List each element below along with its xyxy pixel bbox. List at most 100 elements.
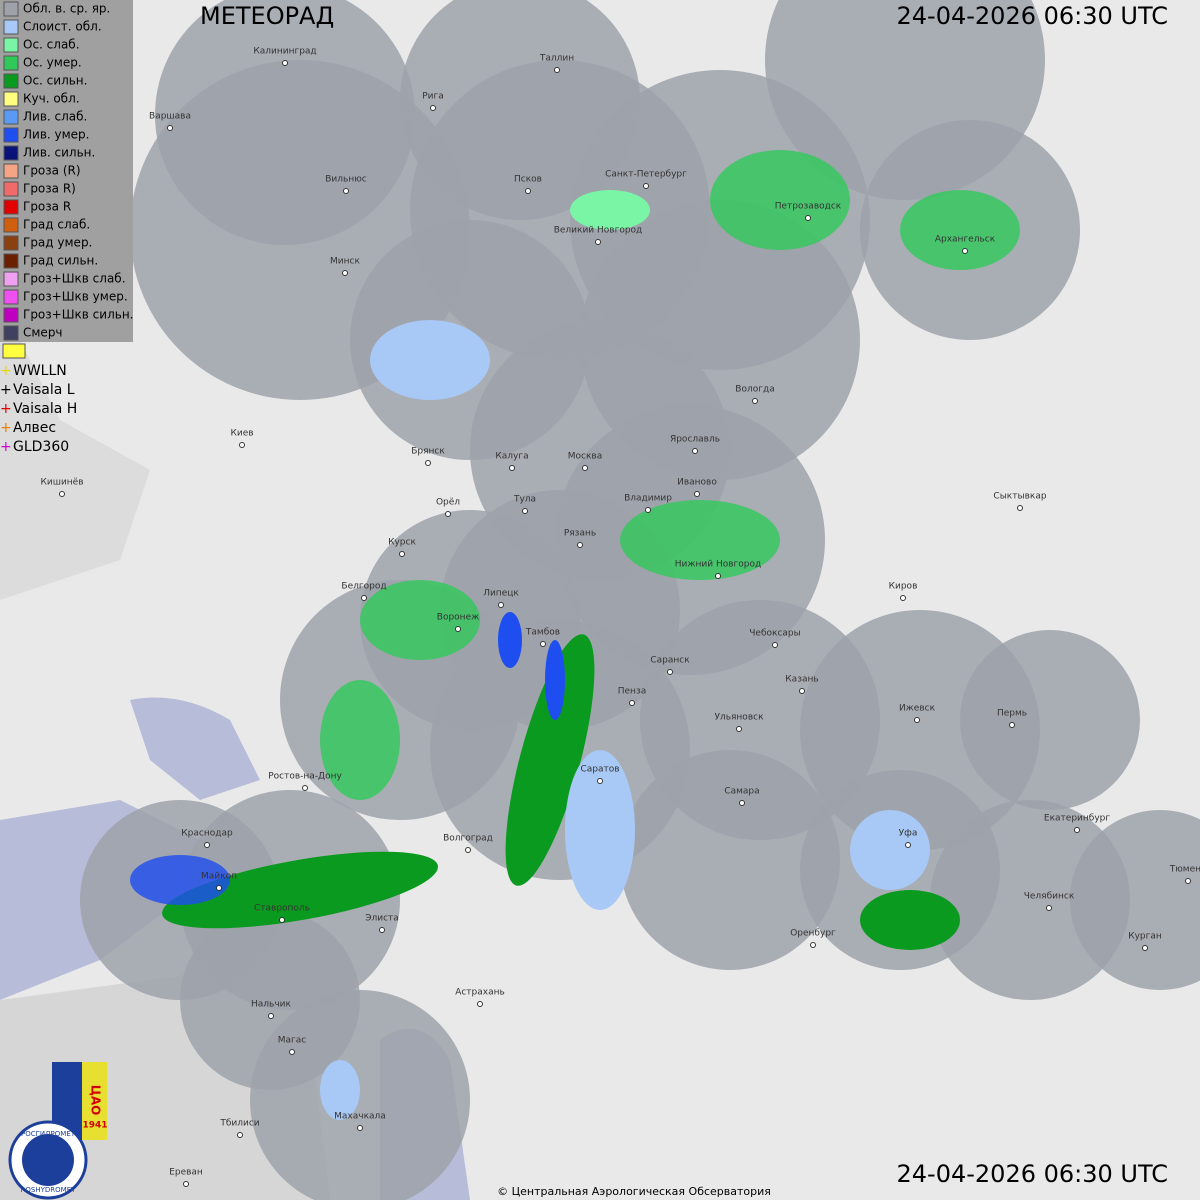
- city-name: Нижний Новгород: [675, 560, 761, 570]
- city-dot: [302, 785, 308, 791]
- city-name: Таллин: [539, 54, 574, 64]
- legend-swatch: [3, 181, 19, 197]
- city-name: Киев: [230, 429, 253, 439]
- legend-swatch: [3, 235, 19, 251]
- legend-label: Ос. сильн.: [23, 74, 87, 88]
- city-dot: [643, 183, 649, 189]
- logo-circle: [22, 1134, 74, 1186]
- logo-flag: [82, 1062, 107, 1140]
- city-dot: [772, 642, 778, 648]
- city-dot: [465, 847, 471, 853]
- city-dot: [900, 595, 906, 601]
- city-name: Пенза: [618, 687, 647, 697]
- city-name: Иваново: [677, 478, 717, 488]
- city-dot: [715, 573, 721, 579]
- city-name: Владимир: [624, 494, 672, 504]
- city-dot: [1185, 878, 1191, 884]
- city-dot: [509, 465, 515, 471]
- lightning-marker: +: [0, 382, 12, 398]
- radar-coverage: [80, 0, 1200, 1204]
- city-dot: [477, 1001, 483, 1007]
- city-name: Архангельск: [935, 235, 996, 245]
- city-dot: [629, 700, 635, 706]
- city-name: Магас: [278, 1036, 307, 1046]
- city-name: Курск: [388, 538, 416, 548]
- city-dot: [204, 842, 210, 848]
- legend-swatch: [3, 253, 19, 269]
- city-dot: [799, 688, 805, 694]
- legend-swatch: [3, 1, 19, 17]
- legend-label: Обл. в. ср. яр.: [23, 2, 110, 16]
- city-dot: [282, 60, 288, 66]
- legend-label: Гроз+Шкв умер.: [23, 290, 128, 304]
- copyright: © Центральная Аэрологическая Обсерватори…: [497, 1185, 771, 1198]
- city-name: Чебоксары: [749, 629, 800, 639]
- city-dot: [183, 1181, 189, 1187]
- city-dot: [343, 188, 349, 194]
- city-dot: [914, 717, 920, 723]
- logo-org-ru: РОСГИДРОМЕТ: [21, 1130, 76, 1138]
- legend-label: Гроза (R): [23, 164, 81, 178]
- city-dot: [805, 215, 811, 221]
- city-dot: [498, 602, 504, 608]
- city-dot: [237, 1132, 243, 1138]
- legend-label: Гроз+Шкв слаб.: [23, 272, 126, 286]
- legend-label: Лив. слаб.: [23, 110, 87, 124]
- city-name: Челябинск: [1024, 892, 1075, 902]
- city-name: Тюмень: [1169, 865, 1200, 875]
- city-dot: [597, 778, 603, 784]
- city-name: Самара: [724, 787, 759, 797]
- city-name: Вильнюс: [325, 175, 367, 185]
- city-dot: [1017, 505, 1023, 511]
- city-dot: [1009, 722, 1015, 728]
- city-name: Уфа: [899, 829, 918, 839]
- city-dot: [595, 239, 601, 245]
- city-dot: [810, 942, 816, 948]
- city-name: Ставрополь: [254, 904, 310, 914]
- city-dot: [279, 917, 285, 923]
- legend-swatch: [3, 19, 19, 35]
- city-labels: Калининград Таллин Рига Варшава Вильнюс Псков…: [40, 47, 1200, 1187]
- legend-label: Лив. умер.: [23, 128, 90, 142]
- legend-swatch: [3, 163, 19, 179]
- city-name: Санкт-Петербург: [605, 170, 687, 180]
- city-name: Рига: [422, 92, 444, 102]
- legend-label: Град сильн.: [23, 254, 98, 268]
- city-name: Минск: [330, 257, 360, 267]
- legend-label: Град слаб.: [23, 218, 90, 232]
- legend-label: Смерч: [23, 326, 63, 340]
- city-dot: [379, 927, 385, 933]
- lightning-marker: +: [0, 420, 12, 436]
- city-name: Саратов: [580, 765, 619, 775]
- legend-swatch: [3, 325, 19, 341]
- city-name: Киров: [889, 582, 918, 592]
- legend-swatch: [3, 37, 19, 53]
- lightning-label: WWLLN: [13, 363, 67, 379]
- city-name: Волгоград: [443, 834, 493, 844]
- legend-swatch: [3, 73, 19, 89]
- city-name: Ижевск: [899, 704, 936, 714]
- city-dot: [1142, 945, 1148, 951]
- logo-cao: ЦАО: [89, 1085, 103, 1116]
- city-name: Нальчик: [251, 1000, 292, 1010]
- city-name: Казань: [785, 675, 818, 685]
- city-name: Ростов-на-Дону: [268, 772, 342, 782]
- city-name: Калининград: [253, 47, 316, 57]
- city-name: Курган: [1128, 932, 1162, 942]
- city-name: Оренбург: [790, 929, 836, 939]
- city-name: Пермь: [997, 709, 1027, 719]
- lightning-icon: [2, 343, 26, 359]
- legend-swatch: [3, 289, 19, 305]
- city-dot: [905, 842, 911, 848]
- city-name: Тамбов: [525, 628, 560, 638]
- city-name: Ульяновск: [714, 713, 764, 723]
- city-name: Ярославль: [670, 435, 720, 445]
- city-dot: [582, 465, 588, 471]
- city-dot: [962, 248, 968, 254]
- city-dot: [1074, 827, 1080, 833]
- legend-swatch: [3, 109, 19, 125]
- city-name: Петрозаводск: [775, 202, 842, 212]
- city-name: Тбилиси: [219, 1119, 259, 1129]
- lightning-marker: +: [0, 363, 12, 379]
